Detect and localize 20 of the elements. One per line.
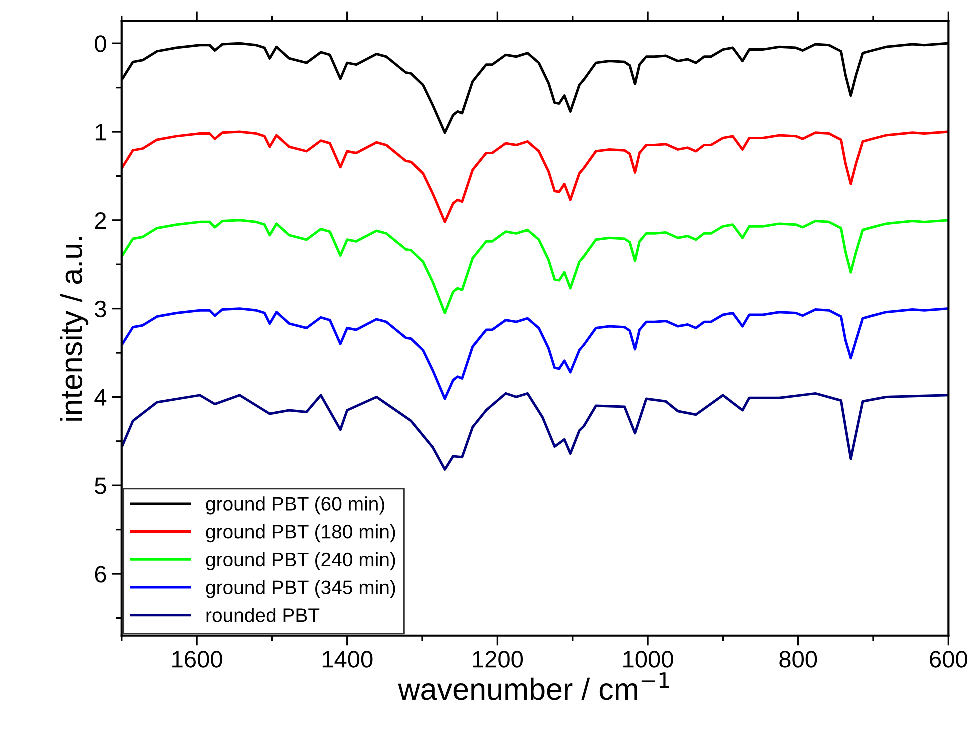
y-tick-label: 3 <box>95 300 106 318</box>
y-tick-label: 1 <box>96 124 106 141</box>
legend-label: ground PBT (60 min) <box>206 496 384 515</box>
y-tick-label: 6 <box>95 566 106 583</box>
x-tick-label: 1600 <box>172 651 222 668</box>
y-tick-label: 2 <box>95 212 106 229</box>
y-tick-label: 5 <box>95 478 106 494</box>
x-axis-title: wavenumber / cm$^{−1}$ <box>398 672 670 700</box>
y-tick-label: 4 <box>94 390 107 406</box>
x-tick-label: 800 <box>780 651 818 668</box>
x-tick-label: 1200 <box>473 651 524 668</box>
legend-label: rounded PBT <box>206 608 320 622</box>
x-tick-label: 600 <box>930 651 968 668</box>
x-tick-label: 1000 <box>624 651 674 668</box>
x-tick-label: 1400 <box>322 651 373 668</box>
legend-label: ground PBT (240 min) <box>206 552 396 570</box>
y-axis-title: intensity / a.u. <box>60 237 89 421</box>
y-tick-label: 0 <box>95 36 106 52</box>
legend-label: ground PBT (180 min) <box>206 524 396 543</box>
legend-label: ground PBT (345 min) <box>206 580 396 598</box>
